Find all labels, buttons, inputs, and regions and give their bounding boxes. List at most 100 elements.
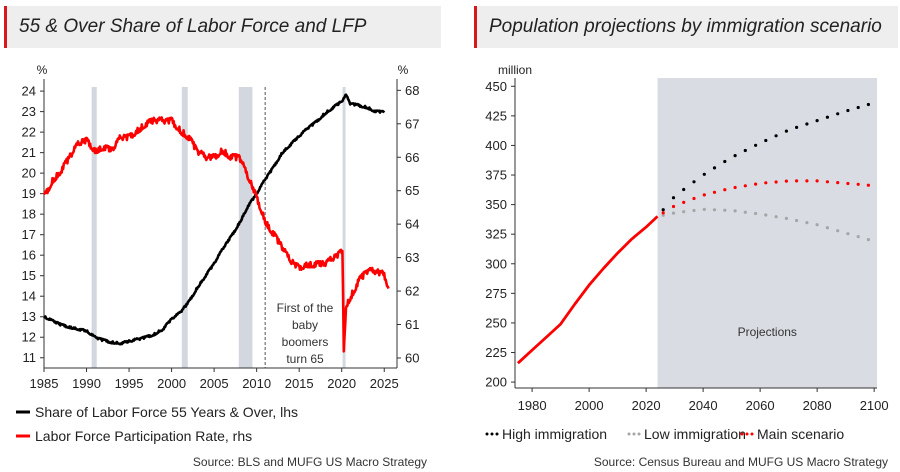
main-scenario-point (764, 181, 768, 185)
main-scenario-point (805, 179, 809, 183)
right-legend-dot-2 (740, 432, 744, 436)
right-chart-y-tick-label: 450 (485, 79, 507, 94)
right-legend-label-1: Low immigration (644, 426, 746, 442)
high-immigration-point (866, 102, 871, 107)
high-immigration-point (692, 180, 696, 184)
low-immigration-point (805, 221, 809, 225)
low-immigration-point (682, 210, 686, 214)
high-immigration-point (723, 159, 727, 164)
left-y-tick-label: 20 (22, 166, 36, 181)
main-scenario-dots (661, 179, 871, 215)
right-chart-y-tick-label: 350 (485, 197, 507, 212)
left-axis-unit: % (37, 63, 48, 77)
main-scenario-point (784, 179, 789, 183)
low-immigration-point (784, 216, 789, 220)
main-scenario-point (671, 204, 676, 209)
main-scenario-point (733, 185, 737, 190)
right-axis-unit: % (398, 63, 409, 77)
right-chart-x-tick-label: 2060 (746, 398, 775, 413)
left-y-tick-label: 21 (22, 145, 36, 160)
low-immigration-point (836, 229, 840, 233)
right-chart-y-tick-label: 275 (485, 286, 507, 301)
left-y-tick-label: 24 (22, 84, 36, 99)
baby-boomer-annotation-3: turn 65 (286, 352, 324, 366)
recession-band-3 (342, 87, 346, 368)
right-legend-label-2: Main scenario (757, 426, 844, 442)
left-legend-label-0: Share of Labor Force 55 Years & Over, lh… (35, 404, 298, 420)
left-x-tick-label: 2015 (285, 376, 314, 391)
right-chart-x-tick-label: 2100 (860, 398, 889, 413)
high-immigration-point (702, 172, 706, 176)
right-chart-y-tick-label: 400 (485, 138, 507, 153)
main-scenario-point (825, 180, 830, 184)
right-legend-dot-2 (745, 432, 749, 436)
historical-population-line (516, 215, 659, 365)
main-scenario-point (682, 200, 686, 204)
recession-band-2 (238, 87, 253, 368)
right-chart-x-tick-label: 2000 (575, 398, 604, 413)
recession-band-0 (91, 87, 97, 368)
low-immigration-point (733, 209, 737, 213)
high-immigration-point (733, 154, 737, 158)
main-scenario-point (836, 181, 840, 185)
main-scenario-point (846, 181, 850, 186)
left-chart-title: 55 & Over Share of Labor Force and LFP (4, 6, 441, 48)
high-immigration-dots (661, 102, 871, 212)
main-scenario-point (866, 183, 871, 187)
baby-boomer-annotation-1: baby (292, 318, 318, 332)
left-y-tick-label: 19 (22, 186, 36, 201)
right-legend-dot-1 (632, 432, 636, 436)
main-scenario-point (702, 193, 706, 197)
main-scenario-point (723, 188, 727, 192)
low-immigration-dots (661, 207, 871, 242)
main-scenario-point (712, 190, 717, 194)
right-legend-dot-1 (637, 432, 641, 436)
left-x-tick-label: 2005 (200, 376, 229, 391)
main-scenario-point (856, 182, 860, 186)
low-immigration-point (856, 235, 860, 239)
low-immigration-point (723, 208, 727, 212)
left-y-tick-label: 17 (22, 227, 36, 242)
projections-shaded-region (657, 78, 877, 388)
right-y-tick-label: 67 (405, 116, 419, 131)
right-y-tick-label: 60 (405, 350, 419, 365)
high-immigration-point (712, 166, 717, 170)
right-chart-x-tick-label: 2080 (803, 398, 832, 413)
low-immigration-point (702, 207, 706, 211)
main-scenario-point (795, 179, 799, 183)
low-immigration-point (825, 226, 830, 230)
left-y-tick-label: 22 (22, 125, 36, 140)
baby-boomer-annotation-2: boomers (282, 335, 329, 349)
left-y-tick-label: 16 (22, 248, 36, 263)
main-scenario-point (743, 184, 747, 188)
right-chart-y-tick-label: 250 (485, 315, 507, 330)
left-x-tick-label: 2000 (157, 376, 186, 391)
low-immigration-point (754, 211, 758, 216)
left-y-tick-label: 18 (22, 207, 36, 222)
right-y-tick-label: 66 (405, 150, 419, 165)
left-y-tick-label: 15 (22, 268, 36, 283)
right-y-tick-label: 63 (405, 250, 419, 265)
high-immigration-point (856, 105, 860, 110)
right-chart-y-tick-label: 425 (485, 108, 507, 123)
low-immigration-point (692, 208, 696, 213)
right-legend-dot-1 (627, 432, 631, 436)
low-immigration-point (743, 210, 747, 214)
right-legend-dot-2 (750, 432, 754, 436)
right-chart-ylabel: million (498, 63, 532, 77)
recession-band-1 (181, 87, 188, 368)
right-chart-y-tick-label: 200 (485, 375, 507, 390)
left-x-tick-label: 2020 (327, 376, 356, 391)
high-immigration-point (774, 134, 778, 138)
left-x-tick-label: 1990 (72, 376, 101, 391)
left-y-tick-label: 13 (22, 309, 36, 324)
right-chart-x-tick-label: 2040 (689, 398, 718, 413)
low-immigration-point (764, 213, 768, 217)
left-y-tick-label: 11 (23, 350, 37, 365)
high-immigration-point (764, 138, 768, 143)
high-immigration-point (743, 148, 747, 153)
main-scenario-point (661, 211, 665, 215)
high-immigration-point (836, 112, 840, 116)
projections-label: Projections (738, 325, 797, 339)
